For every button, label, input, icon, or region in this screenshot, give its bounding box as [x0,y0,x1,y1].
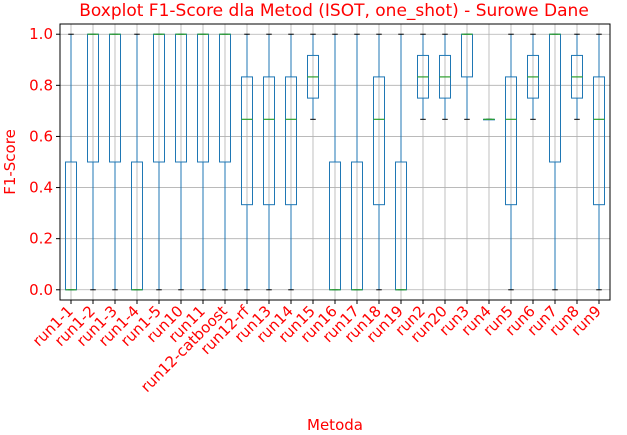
x-axis-label: Metoda [307,416,363,434]
box-run18 [373,33,385,291]
y-tick-label: 0.6 [29,127,53,145]
box-run5 [505,33,517,291]
box-run10 [175,33,187,291]
y-tick-label: 0.0 [29,281,53,299]
box-run16 [329,33,341,291]
box-run20 [439,33,451,120]
box-run13 [263,33,275,291]
x-axis-ticks: run1-1run1-2run1-3run1-4run1-5run10run11… [29,300,605,396]
box-run1-5 [153,33,165,291]
plot-frame [59,23,611,301]
iqr-box [241,76,253,206]
box-run15 [307,33,319,120]
box-run3 [461,33,473,120]
box-group [65,33,605,291]
y-tick-label: 0.8 [29,76,53,94]
iqr-box [593,76,605,206]
iqr-box [285,76,297,206]
box-run1-3 [109,33,121,291]
box-run12-rf [241,33,253,291]
y-tick-label: 1.0 [29,25,53,43]
box-run19 [395,33,407,291]
box-run4 [483,118,495,121]
box-run6 [527,33,539,120]
box-run11 [197,33,209,291]
box-run9 [593,33,605,291]
box-run1-1 [65,33,77,291]
y-tick-label: 0.4 [29,179,53,197]
box-run1-2 [87,33,99,291]
iqr-box [373,76,385,206]
box-run2 [417,33,429,120]
y-axis-ticks: 0.0 0.2 0.4 0.6 0.8 1.0 [29,25,60,299]
box-run1-4 [131,33,143,291]
box-run17 [351,33,363,291]
box-run7 [549,33,561,291]
box-run8 [571,33,583,120]
box-run14 [285,33,297,291]
box-run12-catboost [219,33,231,291]
iqr-box [263,76,275,206]
y-tick-label: 0.2 [29,230,53,248]
iqr-box [505,76,517,206]
chart-title: Boxplot F1-Score dla Metod (ISOT, one_sh… [79,1,589,21]
y-axis-label: F1-Score [1,129,19,195]
